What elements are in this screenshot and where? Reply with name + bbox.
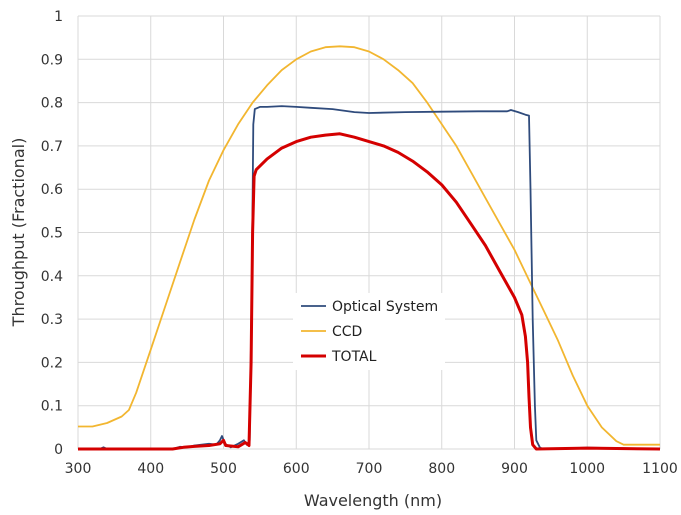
x-tick-label: 400: [137, 461, 164, 477]
series-lines: [78, 45, 661, 451]
y-tick-label: 0.1: [41, 399, 63, 415]
y-tick-label: 0.2: [41, 355, 63, 371]
x-tick-label: 500: [210, 461, 237, 477]
legend-label: Optical System: [332, 299, 438, 315]
y-tick-label: 0.4: [41, 269, 63, 285]
y-tick-label: 0.6: [41, 182, 63, 198]
x-axis-title: Wavelength (nm): [304, 491, 442, 510]
x-tick-label: 1000: [569, 461, 605, 477]
legend-label: TOTAL: [331, 349, 377, 365]
x-tick-label: 300: [65, 461, 92, 477]
y-tick-label: 0.9: [41, 52, 63, 68]
y-tick-label: 1: [54, 9, 63, 25]
legend-label: CCD: [332, 324, 362, 340]
y-tick-label: 0.8: [41, 96, 63, 112]
y-tick-label: 0.5: [41, 226, 63, 242]
x-tick-label: 700: [356, 461, 383, 477]
y-tick-label: 0.3: [41, 312, 63, 328]
grid-lines: [77, 15, 661, 450]
y-tick-label: 0: [54, 442, 63, 458]
x-tick-label: 600: [283, 461, 310, 477]
x-tick-label: 1100: [642, 461, 678, 477]
series-line-ccd: [78, 45, 660, 446]
x-tick-label: 800: [428, 461, 455, 477]
legend: Optical System CCD TOTAL: [293, 293, 445, 370]
x-tick-label: 900: [501, 461, 528, 477]
y-axis-title: Throughput (Fractional): [9, 138, 28, 328]
x-tick-labels: 300 400 500 600 700 800 900 1000 1100: [65, 461, 678, 477]
series-line-total: [78, 132, 661, 451]
y-tick-labels: 0 0.1 0.2 0.3 0.4 0.5 0.6 0.7 0.8 0.9 1: [41, 9, 63, 458]
y-tick-label: 0.7: [41, 139, 63, 155]
